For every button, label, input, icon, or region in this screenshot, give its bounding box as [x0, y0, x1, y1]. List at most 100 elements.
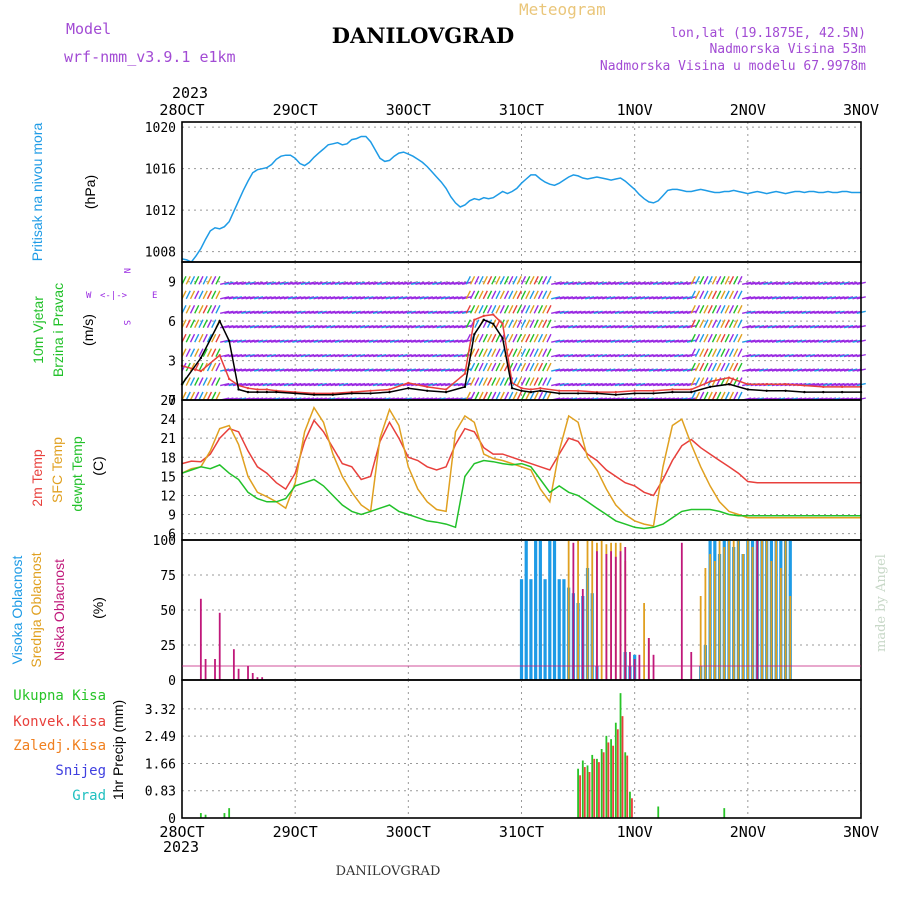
- wind-barb: [814, 339, 824, 343]
- wind-barb: [711, 333, 718, 343]
- wind-barb: [499, 391, 505, 401]
- series-point-mean: [727, 383, 731, 386]
- wind-barb: [635, 382, 646, 387]
- wind-barb: [330, 296, 340, 300]
- wind-barb: [555, 296, 565, 300]
- wind-barb: [253, 281, 264, 286]
- wind-barb: [279, 339, 289, 343]
- series-point-mean: [293, 392, 297, 395]
- wind-barb: [206, 333, 213, 343]
- series-bar-visoka: [529, 579, 533, 680]
- wind-barb: [202, 348, 208, 357]
- wind-barb: [733, 377, 739, 386]
- wind-barb: [593, 310, 603, 314]
- wind-barb: [381, 368, 391, 372]
- series-point-mean: [822, 390, 825, 394]
- wind-barb: [343, 353, 353, 358]
- wind-barb: [300, 382, 310, 387]
- wind-barb: [389, 281, 400, 286]
- wind-barb: [814, 325, 824, 329]
- wind-barb: [360, 325, 370, 329]
- wind-barb: [814, 368, 824, 372]
- wind-barb: [805, 310, 815, 314]
- wind-barb: [648, 382, 658, 387]
- wind-barb: [568, 382, 578, 387]
- wind-barb: [644, 296, 654, 300]
- wind-barb: [486, 290, 493, 300]
- wind-barb: [809, 325, 820, 329]
- wind-barb: [508, 304, 514, 314]
- wind-barb: [733, 304, 739, 314]
- wind-barb: [572, 339, 582, 343]
- wind-barb: [746, 325, 756, 329]
- wind-barb: [232, 310, 243, 314]
- wind-barb: [831, 325, 841, 329]
- wind-barb: [351, 382, 361, 387]
- wind-barb: [330, 310, 340, 314]
- wind-barb: [495, 333, 501, 343]
- wind-barb: [720, 290, 726, 300]
- wind-barb: [805, 281, 815, 286]
- wind-barb: [237, 368, 247, 372]
- wind-barb: [457, 339, 467, 343]
- wind-barb: [478, 290, 484, 300]
- time-label-bottom: 31OCT: [499, 823, 544, 841]
- series-line-temp2m: [181, 418, 861, 497]
- wind-barb: [529, 319, 535, 329]
- wind-barb: [491, 333, 497, 343]
- wind-barb: [440, 296, 451, 300]
- wind-barb: [771, 368, 782, 372]
- wind-barb: [644, 339, 654, 343]
- wind-barb: [767, 281, 777, 286]
- wind-barb: [694, 377, 701, 386]
- wind-ylabel-main: 10m Vjetar: [30, 296, 46, 364]
- wind-barb: [419, 325, 429, 329]
- wind-barb: [699, 319, 705, 329]
- wind-barb: [499, 290, 505, 300]
- wind-barb: [716, 391, 722, 401]
- wind-barb: [555, 281, 565, 286]
- wind-barb: [465, 319, 471, 329]
- series-point-gust: [246, 386, 250, 390]
- wind-barb: [326, 325, 336, 329]
- series-point-gust: [539, 386, 542, 390]
- wind-barb: [831, 310, 841, 314]
- wind-barb: [724, 333, 730, 343]
- y-tick-label: 75: [160, 569, 176, 584]
- wind-barb: [699, 290, 705, 300]
- wind-barb: [343, 368, 353, 372]
- wind-barb: [423, 339, 434, 343]
- series-bar-srednja: [643, 603, 645, 680]
- legend-snijeg: Snijeg: [55, 763, 106, 779]
- wind-barb: [665, 281, 675, 286]
- wind-barb: [593, 339, 603, 343]
- wind-barb: [618, 325, 629, 329]
- wind-barb: [771, 353, 782, 358]
- wind-barb: [733, 333, 739, 343]
- wind-barb: [614, 353, 625, 358]
- wind-barb: [194, 276, 200, 285]
- y-tick-label: 0: [168, 812, 176, 827]
- wind-barb: [224, 310, 234, 314]
- wind-barb: [465, 276, 471, 285]
- wind-barb: [398, 325, 408, 329]
- wind-barb: [270, 281, 281, 286]
- wind-barb: [758, 339, 769, 343]
- wind-barb: [843, 382, 854, 387]
- wind-barb: [585, 339, 595, 343]
- wind-barb: [537, 348, 544, 357]
- wind-barb: [572, 281, 582, 286]
- wind-barb: [682, 325, 692, 329]
- wind-barb: [206, 304, 213, 314]
- wind-barb: [597, 382, 608, 387]
- wind-barb: [644, 310, 654, 314]
- wind-barb: [478, 276, 484, 285]
- wind-barb: [754, 310, 765, 314]
- wind-barb: [525, 348, 531, 357]
- wind-barb: [737, 319, 743, 329]
- wind-barb: [529, 391, 535, 401]
- series-bar-srednja: [737, 540, 740, 680]
- wind-barb: [237, 310, 247, 314]
- wind-barb: [317, 296, 327, 300]
- wind-barb: [767, 339, 777, 343]
